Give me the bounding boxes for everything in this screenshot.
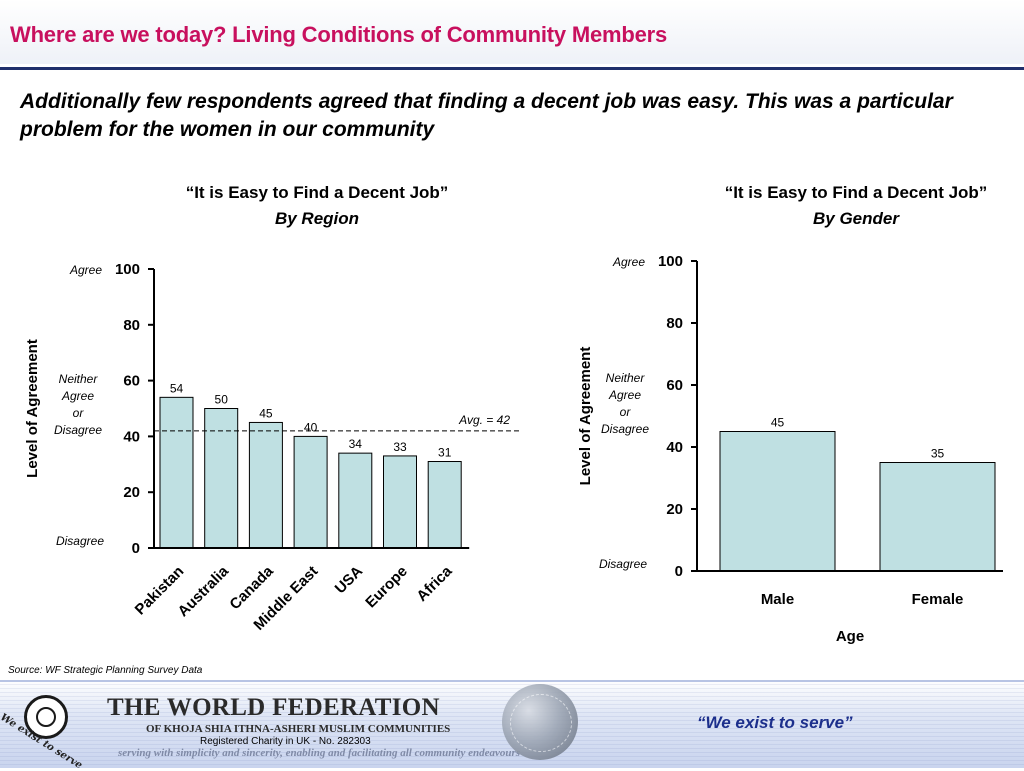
value-label-region-3: 40 [304,420,318,434]
scale-note-bottom-region: Disagree [56,534,104,548]
y-tick-label-gender-1: 20 [666,501,683,518]
header-band [0,0,1024,64]
scale-note-middle-gender-3: Disagree [601,422,649,436]
footer-divider [0,680,1024,682]
value-label-gender-1: 35 [931,447,945,461]
organization-subtitle: OF KHOJA SHIA ITHNA-ASHERI MUSLIM COMMUN… [146,723,451,735]
page-subtitle: Additionally few respondents agreed that… [20,90,953,141]
scale-note-middle-region-3: Disagree [54,423,102,437]
bar-region-2 [248,421,283,549]
y-axis-title-region: Level of Agreement [24,339,41,478]
y-tick-label-region-4: 80 [123,317,140,334]
value-label-region-6: 31 [438,446,452,460]
value-label-region-1: 50 [215,393,229,407]
scale-note-middle-region-1: Agree [61,389,94,403]
value-label-region-0: 54 [170,381,184,395]
y-axis-title-gender: Level of Agreement [577,347,594,486]
scale-note-middle-gender-0: Neither [606,371,646,385]
y-tick-label-region-2: 40 [123,428,140,445]
y-tick-label-gender-5: 100 [658,253,683,270]
bar-gender-1 [879,462,996,572]
value-label-region-2: 45 [259,406,273,420]
y-tick-label-region-3: 60 [123,373,140,390]
footer-quote: “We exist to serve” [697,713,853,732]
avg-reference-label: Avg. = 42 [458,413,510,427]
bar-region-0 [159,396,194,549]
bar-gender-0 [719,431,836,572]
y-tick-label-gender-0: 0 [675,563,683,580]
title-divider [0,67,1024,70]
scale-note-top-gender: Agree [612,255,645,269]
organization-name: THE WORLD FEDERATION [107,694,440,721]
bar-region-4 [338,452,373,549]
y-tick-label-gender-2: 40 [666,439,683,456]
scale-note-middle-gender-2: or [620,405,632,419]
y-tick-label-gender-4: 80 [666,315,683,332]
bar-region-5 [383,455,417,549]
x-axis-title-gender: Age [836,628,864,645]
y-tick-label-region-5: 100 [115,261,140,278]
page-title: Where are we today? Living Conditions of… [10,22,668,47]
chart-title-region-main: “It is Easy to Find a Decent Job” [185,183,449,202]
x-cat-label-gender-0: Male [761,591,794,608]
y-tick-label-gender-3: 60 [666,377,683,394]
bar-region-1 [204,408,239,549]
bar-region-3 [293,435,328,549]
y-tick-label-region-1: 20 [123,484,140,501]
value-label-region-4: 34 [349,437,363,451]
x-cat-label-region-5: Europe [362,563,411,612]
chart-title-gender-sub: By Gender [813,209,899,228]
scale-note-middle-region-2: or [73,406,85,420]
chart-title-region-sub: By Region [274,209,360,228]
y-tick-label-region-0: 0 [132,540,140,557]
charity-number: Registered Charity in UK - No. 282303 [200,736,371,747]
value-label-gender-0: 45 [771,416,785,430]
organization-seal-icon [24,695,68,739]
chart-title-region: “It is Easy to Find a Decent Job” By Reg… [152,180,482,232]
source-note: Source: WF Strategic Planning Survey Dat… [8,665,203,676]
organization-tagline: serving with simplicity and sincerity, e… [118,747,521,759]
x-cat-label-region-6: Africa [413,562,456,605]
scale-note-middle-gender-1: Agree [608,388,641,402]
bar-region-6 [427,461,462,549]
scale-note-middle-region-0: Neither [59,372,99,386]
globe-icon [502,684,578,760]
value-label-region-5: 33 [393,440,407,454]
x-cat-label-region-4: USA [332,563,367,598]
chart-title-gender: “It is Easy to Find a Decent Job” By Gen… [686,180,1024,232]
chart-title-gender-main: “It is Easy to Find a Decent Job” [724,183,988,202]
x-cat-label-gender-1: Female [912,591,964,608]
scale-note-bottom-gender: Disagree [599,557,647,571]
scale-note-top-region: Agree [69,263,102,277]
